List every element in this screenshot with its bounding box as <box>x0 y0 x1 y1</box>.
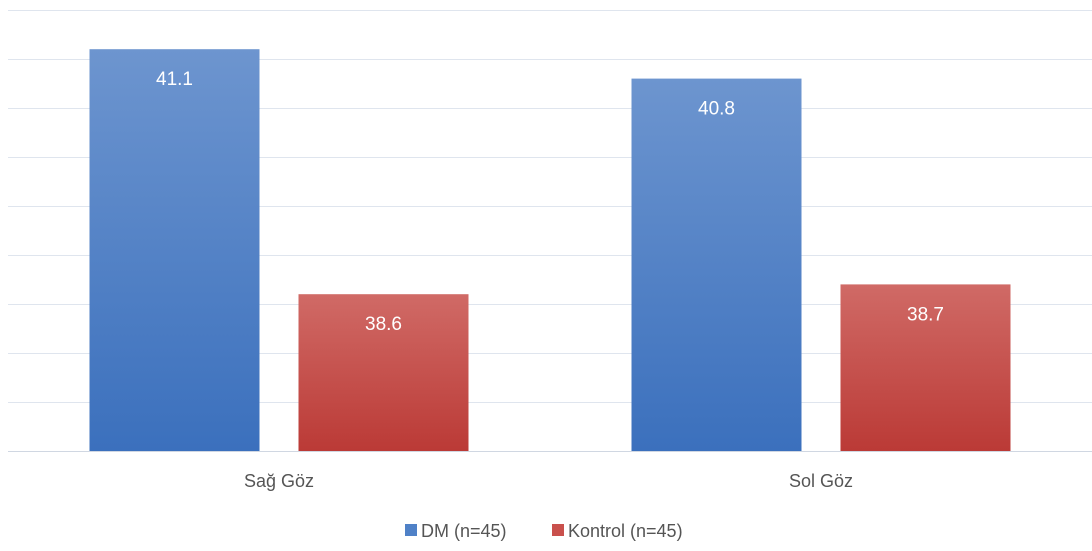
bar-kontrol-sol-goz <box>840 284 1011 451</box>
legend-label: DM (n=45) <box>421 521 507 541</box>
bars <box>89 49 1011 451</box>
bar-dm-sol-goz <box>631 78 802 451</box>
data-label: 38.6 <box>365 314 402 335</box>
legend-swatch <box>405 524 417 536</box>
legend-item: DM (n=45) <box>405 521 507 541</box>
legend-label: Kontrol (n=45) <box>568 521 683 541</box>
x-tick-label: Sol Göz <box>789 471 853 491</box>
data-label: 40.8 <box>698 99 735 120</box>
legend-item: Kontrol (n=45) <box>552 521 683 541</box>
legend: DM (n=45) Kontrol (n=45) <box>405 521 683 541</box>
x-tick-label: Sağ Göz <box>244 471 314 491</box>
bar-kontrol-sag-goz <box>298 294 469 451</box>
data-label: 41.1 <box>156 69 193 90</box>
x-axis: Sağ Göz Sol Göz <box>244 471 853 491</box>
data-labels: 41.1 38.6 40.8 38.7 <box>156 69 944 335</box>
data-label: 38.7 <box>907 304 944 325</box>
bar-dm-sag-goz <box>89 49 260 451</box>
legend-swatch <box>552 524 564 536</box>
